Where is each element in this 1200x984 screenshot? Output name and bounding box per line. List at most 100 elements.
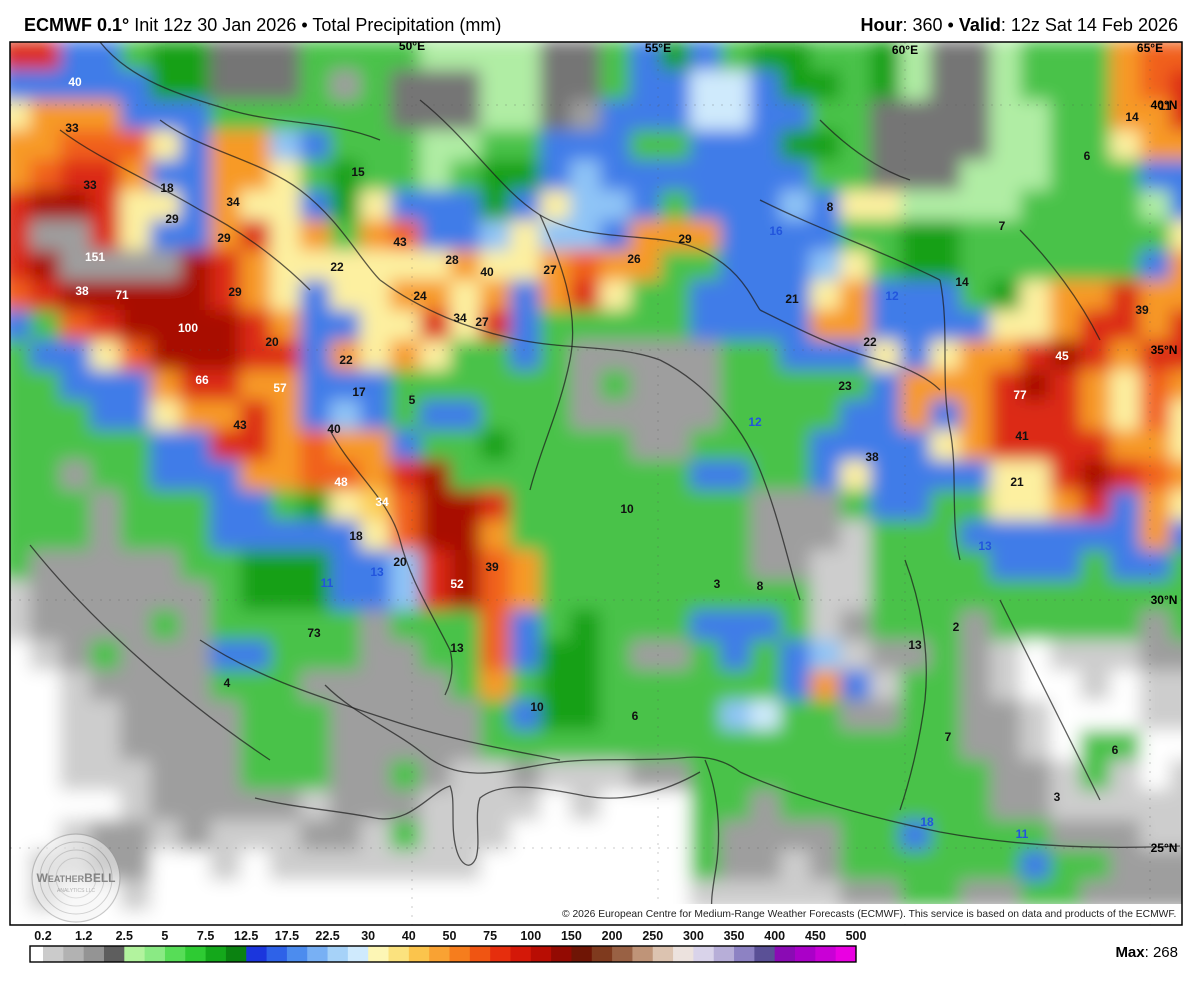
svg-text:12: 12 [885,289,899,303]
svg-text:40: 40 [402,929,416,943]
svg-text:7: 7 [945,730,952,744]
svg-text:11: 11 [321,576,334,590]
svg-text:4: 4 [224,676,231,690]
svg-text:17.5: 17.5 [275,929,299,943]
svg-text:38: 38 [865,450,879,464]
svg-text:1.2: 1.2 [75,929,92,943]
svg-text:29: 29 [165,212,179,226]
svg-text:7: 7 [999,219,1006,233]
svg-text:ANALYTICS LLC: ANALYTICS LLC [57,888,95,894]
svg-text:45: 45 [1055,349,1069,363]
svg-text:8: 8 [757,579,764,593]
svg-text:7.5: 7.5 [197,929,214,943]
svg-text:250: 250 [642,929,663,943]
svg-text:55°E: 55°E [645,41,671,55]
svg-text:71: 71 [115,288,129,302]
svg-text:38: 38 [75,284,89,298]
svg-text:30°N: 30°N [1151,593,1178,607]
svg-text:23: 23 [838,379,852,393]
svg-text:22: 22 [330,260,344,274]
svg-text:26: 26 [627,252,641,266]
svg-text:2.5: 2.5 [116,929,133,943]
svg-text:73: 73 [307,626,321,640]
svg-text:18: 18 [160,181,174,195]
svg-text:16: 16 [769,224,783,238]
svg-text:100: 100 [178,321,198,335]
svg-text:27: 27 [475,315,489,329]
svg-text:Hour: 360 • Valid: 12z Sat 14: Hour: 360 • Valid: 12z Sat 14 Feb 2026 [860,15,1178,35]
svg-text:© 2026 European Centre for Med: © 2026 European Centre for Medium-Range … [562,909,1176,920]
svg-text:43: 43 [393,235,407,249]
svg-text:12: 12 [748,415,762,429]
svg-text:41: 41 [1015,429,1029,443]
svg-text:24: 24 [413,289,427,303]
svg-text:200: 200 [602,929,623,943]
svg-text:2: 2 [953,620,960,634]
svg-text:60°E: 60°E [892,43,918,57]
svg-text:25°N: 25°N [1151,841,1178,855]
svg-text:10: 10 [530,700,544,714]
svg-text:6: 6 [1084,149,1091,163]
svg-text:28: 28 [445,253,459,267]
svg-text:20: 20 [393,555,407,569]
svg-text:0.2: 0.2 [34,929,51,943]
svg-text:20: 20 [265,335,279,349]
svg-text:3: 3 [714,577,721,591]
svg-text:77: 77 [1013,388,1027,402]
svg-text:18: 18 [920,815,934,829]
svg-text:151: 151 [85,250,105,264]
svg-text:21: 21 [785,292,799,306]
svg-text:66: 66 [195,373,209,387]
svg-text:5: 5 [409,393,416,407]
svg-text:34: 34 [226,195,240,209]
svg-text:40: 40 [480,265,494,279]
svg-text:5: 5 [161,929,168,943]
svg-text:13: 13 [978,539,992,553]
svg-text:6: 6 [1112,743,1119,757]
svg-text:43: 43 [233,418,247,432]
svg-text:39: 39 [485,560,499,574]
svg-text:6: 6 [632,709,639,723]
svg-text:33: 33 [83,178,97,192]
svg-text:22.5: 22.5 [315,929,339,943]
svg-text:14: 14 [955,275,969,289]
svg-text:11: 11 [1016,827,1029,841]
svg-text:21: 21 [1010,475,1024,489]
svg-text:30: 30 [361,929,375,943]
svg-text:13: 13 [370,565,384,579]
svg-text:18: 18 [349,529,363,543]
svg-text:33: 33 [65,121,79,135]
svg-text:27: 27 [543,263,557,277]
svg-text:29: 29 [228,285,242,299]
svg-text:400: 400 [764,929,785,943]
svg-text:450: 450 [805,929,826,943]
svg-text:39: 39 [1135,303,1149,317]
svg-text:3: 3 [1054,790,1061,804]
svg-text:50°E: 50°E [399,39,425,53]
svg-text:100: 100 [520,929,541,943]
svg-text:11: 11 [1159,99,1172,113]
svg-text:75: 75 [483,929,497,943]
svg-text:300: 300 [683,929,704,943]
svg-text:29: 29 [217,231,231,245]
svg-text:40: 40 [327,422,341,436]
svg-text:34: 34 [375,495,389,509]
svg-text:34: 34 [453,311,467,325]
svg-text:500: 500 [846,929,867,943]
svg-text:17: 17 [352,385,366,399]
svg-text:12.5: 12.5 [234,929,258,943]
svg-text:48: 48 [334,475,348,489]
svg-text:15: 15 [351,165,365,179]
svg-text:35°N: 35°N [1151,343,1178,357]
svg-text:40°N: 40°N [1151,98,1178,112]
svg-text:22: 22 [339,353,353,367]
svg-text:13: 13 [450,641,464,655]
svg-text:350: 350 [724,929,745,943]
svg-text:10: 10 [620,502,634,516]
svg-text:Max: 268: Max: 268 [1115,944,1178,961]
svg-text:22: 22 [863,335,877,349]
svg-text:WEATHERBELL: WEATHERBELL [36,871,115,885]
svg-text:13: 13 [908,638,922,652]
svg-text:50: 50 [443,929,457,943]
svg-text:8: 8 [827,200,834,214]
